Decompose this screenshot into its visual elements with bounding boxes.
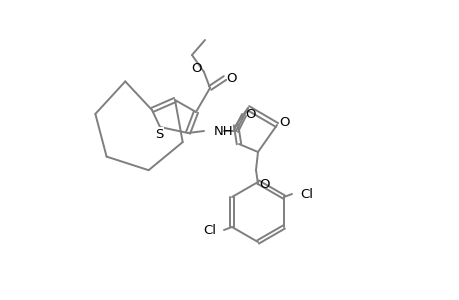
Text: Cl: Cl <box>202 224 216 236</box>
Text: NH: NH <box>213 124 233 137</box>
Text: Cl: Cl <box>299 188 312 200</box>
Text: O: O <box>279 116 290 128</box>
Text: O: O <box>226 71 237 85</box>
Text: O: O <box>259 178 270 191</box>
Text: O: O <box>245 107 256 121</box>
Text: S: S <box>155 128 163 140</box>
Text: O: O <box>191 61 202 74</box>
